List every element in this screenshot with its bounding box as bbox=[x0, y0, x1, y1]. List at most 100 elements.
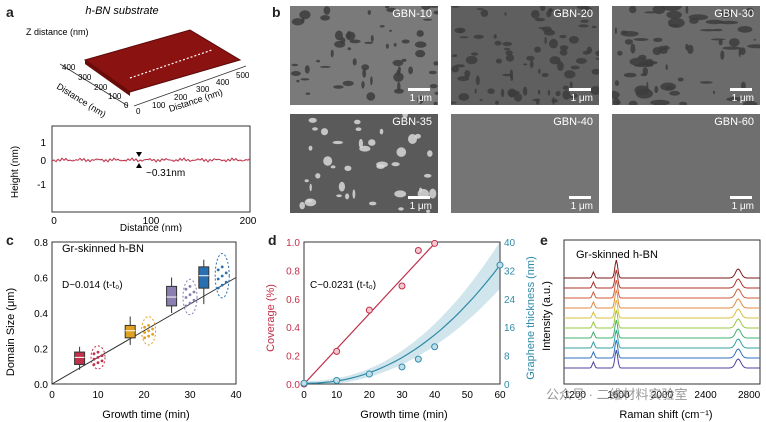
sem-domain bbox=[408, 134, 417, 144]
sem-domain bbox=[408, 66, 413, 75]
sem-domain bbox=[494, 40, 502, 46]
panel-label-b: b bbox=[272, 4, 281, 20]
profile-xticks: 0 100 200 bbox=[51, 216, 257, 227]
profile-ytick: 1 bbox=[40, 138, 46, 149]
sem-domain bbox=[669, 90, 680, 96]
sem-domain bbox=[433, 101, 438, 105]
sem-texture bbox=[291, 6, 438, 105]
chart-e-xtick: 1200 bbox=[564, 390, 587, 401]
scale-label: 1 μm bbox=[570, 93, 593, 104]
sem-domain bbox=[423, 18, 433, 21]
sem-domain bbox=[739, 47, 746, 55]
profile-ytick: 0 bbox=[40, 156, 46, 167]
thickness-point bbox=[333, 376, 341, 384]
scale-bar bbox=[730, 88, 752, 91]
sem-domain bbox=[414, 133, 421, 139]
panel-label-d: d bbox=[268, 232, 277, 248]
sem-domain bbox=[330, 49, 334, 58]
sem-domain bbox=[309, 183, 312, 192]
chart-c-fit-label: D~0.014 (t-t₀) bbox=[62, 280, 123, 291]
sem-domain bbox=[699, 81, 713, 84]
box-body bbox=[124, 324, 136, 339]
chart-c-fit-line bbox=[51, 277, 237, 385]
sem-domain bbox=[385, 6, 390, 9]
sem-domain bbox=[421, 6, 431, 10]
box-point bbox=[143, 331, 147, 334]
sem-domain bbox=[559, 45, 569, 51]
sem-domain bbox=[434, 91, 438, 95]
sem-label: GBN-20 bbox=[553, 8, 593, 20]
chart-d-y2tick: 0 bbox=[504, 380, 510, 391]
coverage-point bbox=[365, 306, 373, 314]
sem-domain bbox=[428, 70, 437, 75]
chart-c-frame bbox=[51, 241, 237, 385]
chart-e-xlabel: Raman shift (cm⁻¹) bbox=[619, 409, 712, 421]
box-violin bbox=[214, 253, 230, 299]
chart-c-xtick: 40 bbox=[230, 390, 242, 401]
sem-image-gbn-40: GBN-40 1 μm bbox=[451, 114, 599, 213]
sem-domain bbox=[578, 24, 589, 28]
chart-d-xtick: 40 bbox=[429, 390, 441, 401]
sem-domain bbox=[335, 30, 343, 41]
thickness-point bbox=[414, 355, 422, 363]
box-point bbox=[188, 293, 192, 297]
chart-c-ytick: 0.0 bbox=[34, 380, 48, 391]
profile-marker-top bbox=[136, 152, 142, 157]
sem-domain bbox=[667, 17, 685, 28]
sem-domain bbox=[429, 84, 438, 89]
scale-label: 1 μm bbox=[570, 201, 593, 212]
sem-domain bbox=[495, 100, 499, 105]
sem-domain bbox=[379, 128, 384, 135]
box-point bbox=[184, 304, 188, 308]
sem-domain bbox=[728, 38, 740, 47]
sem-texture bbox=[299, 114, 437, 213]
sem-image-gbn-20: GBN-20 1 μm bbox=[451, 6, 599, 105]
sem-label: GBN-40 bbox=[553, 116, 593, 128]
sem-domain bbox=[569, 81, 573, 89]
height-profile-plot: ~0.31nm 1 0 -1 0 100 200 Distance (nm) H… bbox=[10, 125, 257, 232]
afm-left-ticks: 400 300 200 100 0 bbox=[62, 63, 129, 110]
profile-ylabel: Height (nm) bbox=[10, 146, 21, 198]
sem-domain bbox=[623, 72, 637, 78]
sem-domain bbox=[612, 97, 620, 105]
sem-domain bbox=[534, 17, 546, 22]
sem-domain bbox=[570, 65, 580, 70]
chart-d-frame bbox=[303, 241, 501, 385]
box-point bbox=[224, 280, 228, 284]
profile-xtick: 200 bbox=[240, 216, 257, 227]
box-violin bbox=[182, 278, 198, 316]
sem-domain bbox=[316, 59, 320, 63]
sem-domain bbox=[352, 189, 356, 199]
chart-d-y2tick: 40 bbox=[504, 238, 516, 249]
sem-domain bbox=[299, 10, 311, 20]
box-point bbox=[216, 277, 220, 281]
sem-domain bbox=[291, 18, 304, 26]
sem-domain bbox=[320, 15, 330, 21]
sem-domain bbox=[419, 187, 423, 193]
afm-z-axis-label: Z distance (nm) bbox=[26, 27, 89, 37]
chart-d-ytick: 0.2 bbox=[286, 352, 300, 363]
chart-c-xtick: 20 bbox=[138, 390, 150, 401]
sem-domain bbox=[370, 76, 373, 86]
box-point bbox=[224, 271, 228, 275]
sem-domain bbox=[549, 38, 558, 49]
box-point bbox=[151, 332, 155, 336]
sem-domain bbox=[546, 10, 552, 18]
sem-domain bbox=[454, 27, 466, 34]
sem-domain bbox=[753, 38, 756, 41]
afm-right-tick: 200 bbox=[174, 93, 188, 102]
sem-domain bbox=[617, 50, 623, 56]
box-point bbox=[216, 268, 220, 272]
sem-domain bbox=[451, 101, 457, 104]
box-violin bbox=[141, 316, 157, 346]
box-point bbox=[188, 301, 192, 305]
box-point bbox=[100, 359, 104, 363]
sem-domain bbox=[635, 88, 653, 99]
thickness-point bbox=[365, 370, 373, 378]
sem-domain bbox=[745, 7, 754, 14]
box-point bbox=[220, 274, 224, 278]
scale-bar bbox=[408, 196, 430, 199]
box-point bbox=[192, 298, 196, 302]
sem-domain bbox=[564, 70, 576, 79]
sem-domain bbox=[502, 73, 512, 77]
